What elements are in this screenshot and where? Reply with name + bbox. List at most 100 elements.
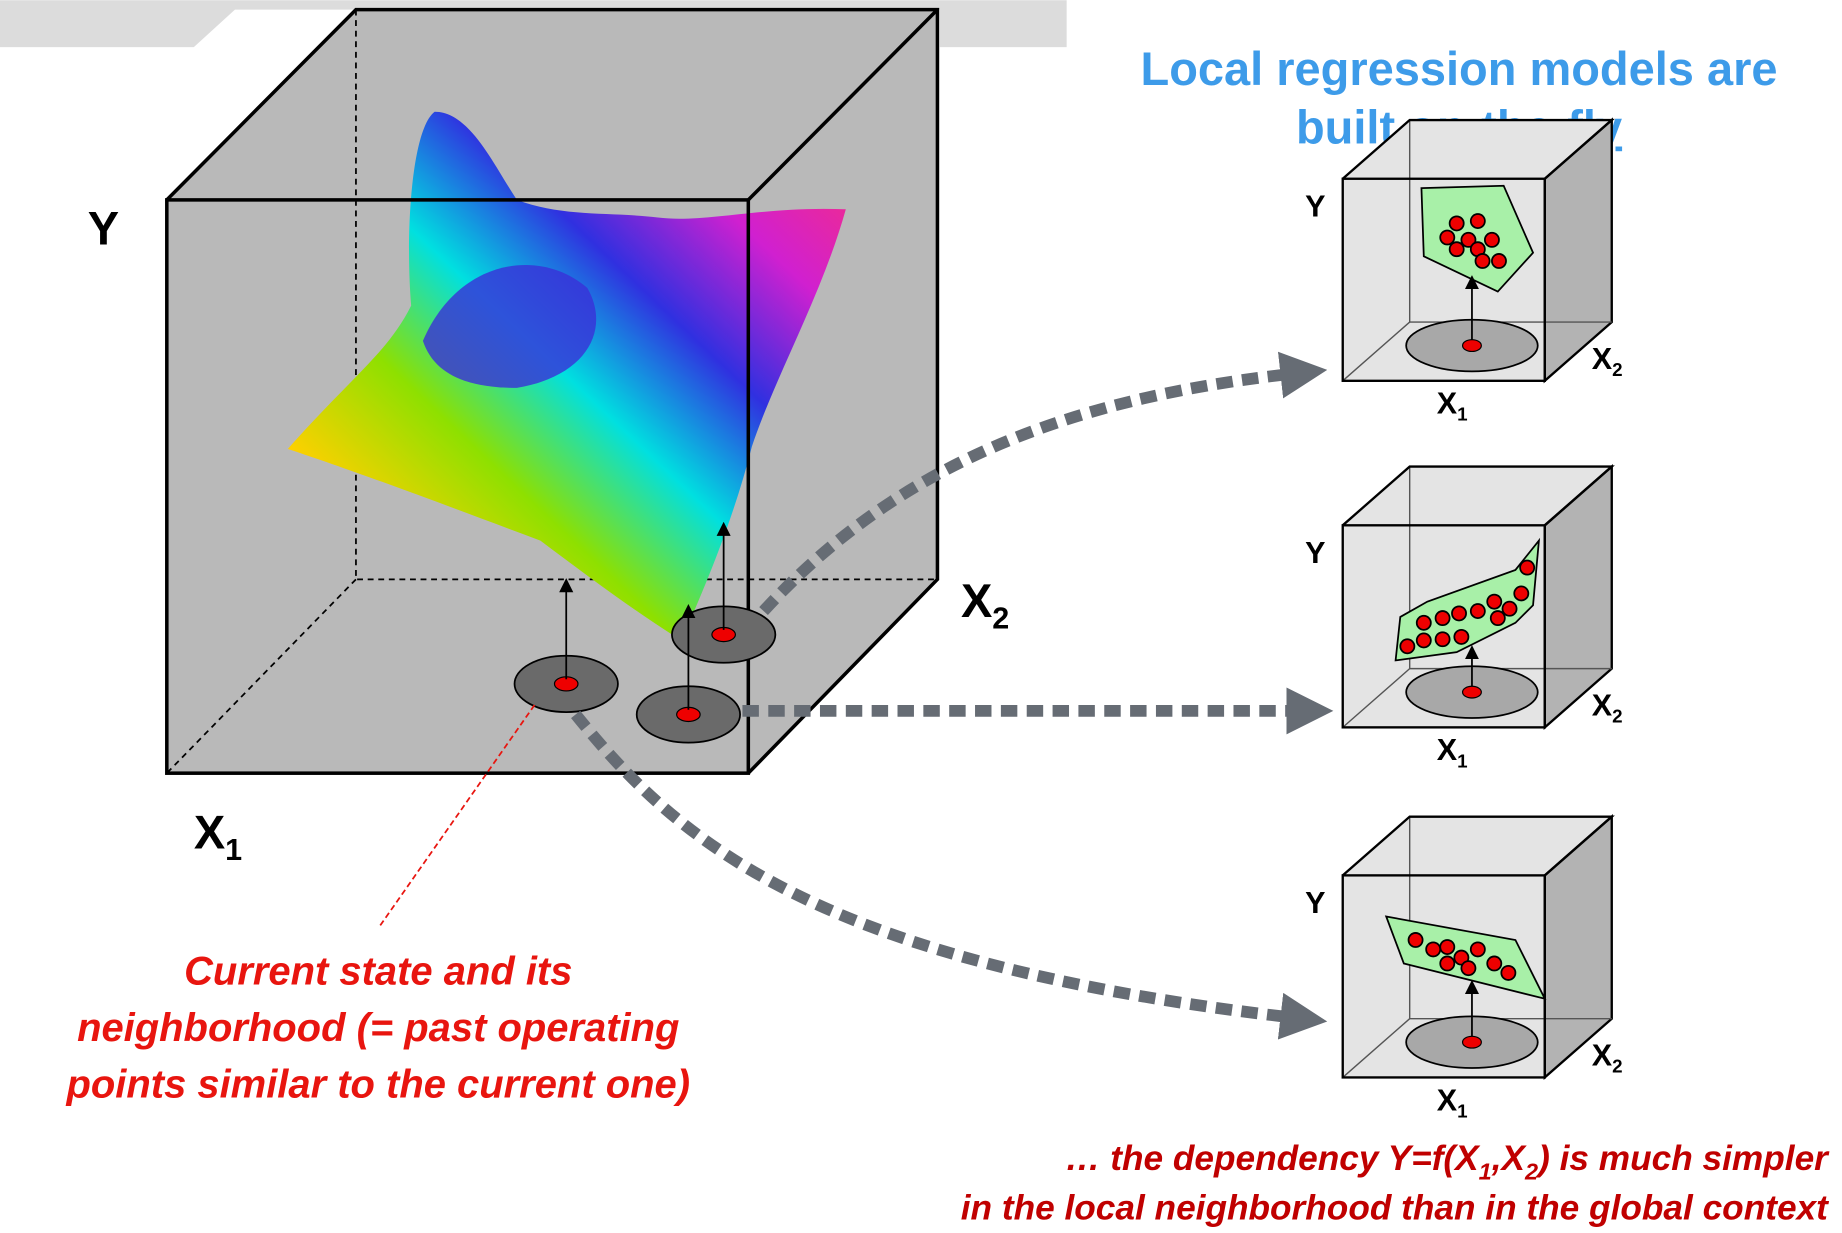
point xyxy=(1461,339,1482,353)
label-sub: 2 xyxy=(992,602,1009,636)
caption-sub: 1 xyxy=(1479,1159,1492,1185)
caption-sub: 2 xyxy=(1524,1159,1538,1185)
sample-point xyxy=(1407,932,1424,948)
sample-point xyxy=(1439,939,1456,955)
sample-point xyxy=(1399,638,1416,655)
label-sub: 1 xyxy=(1457,1100,1467,1121)
cube-edge xyxy=(1341,465,1615,527)
cube-front xyxy=(1341,524,1546,729)
annotation-line: Current state and its xyxy=(184,950,572,994)
sample-point xyxy=(1501,600,1518,617)
sample-point xyxy=(1453,628,1470,645)
label-base: X xyxy=(194,805,225,858)
label-sub: 1 xyxy=(1457,750,1467,771)
caption-line: in the local neighborhood than in the gl… xyxy=(961,1189,1829,1228)
cube-front xyxy=(165,198,751,775)
y-label: Y xyxy=(88,202,119,255)
sample-point xyxy=(1489,610,1506,627)
label-sub: 2 xyxy=(1612,359,1622,380)
sample-point xyxy=(1415,632,1432,649)
connector xyxy=(571,710,1328,1040)
label-base: X xyxy=(1592,342,1613,376)
sample-point xyxy=(1460,960,1477,977)
x1-label: X1 xyxy=(1437,1083,1468,1121)
sample-point xyxy=(1439,955,1456,972)
caption: … the dependency Y=f(X1,X2) is much simp… xyxy=(961,1139,1830,1227)
caption-text: ) is much simpler xyxy=(1534,1139,1830,1178)
sample-point xyxy=(1486,593,1503,610)
cube-edge xyxy=(1341,815,1615,877)
sample-point xyxy=(1486,955,1503,972)
y-label: Y xyxy=(1305,886,1325,920)
sample-point xyxy=(1434,610,1451,627)
caption-text: ,X xyxy=(1491,1139,1528,1178)
neighborhoods xyxy=(513,521,777,744)
label-sub: 2 xyxy=(1612,706,1622,727)
sample-point xyxy=(1415,614,1432,631)
caption-line: … the dependency Y=f(X1,X2) is much simp… xyxy=(1065,1139,1830,1184)
y-label: Y xyxy=(1305,536,1325,570)
point xyxy=(1461,1035,1482,1049)
cube-back xyxy=(1342,668,1411,728)
label-sub: 1 xyxy=(225,833,242,867)
sample-point xyxy=(1483,231,1500,248)
label-base: X xyxy=(1437,1083,1458,1117)
label-sub: 1 xyxy=(1457,404,1467,425)
connector xyxy=(759,351,1328,616)
hidden-edge xyxy=(355,9,938,581)
sample-point xyxy=(1474,253,1491,269)
label-base: X xyxy=(1437,733,1458,767)
x2-label: X2 xyxy=(1592,689,1623,727)
sample-point xyxy=(1448,215,1465,232)
cube-edge xyxy=(1341,118,1615,180)
cube-back xyxy=(1342,1018,1411,1078)
surface-peak xyxy=(422,264,597,388)
sample-point xyxy=(1439,229,1456,246)
sample-point xyxy=(1469,603,1486,619)
x1-label: X1 xyxy=(1437,387,1468,425)
annotation: Current state and its neighborhood (= pa… xyxy=(65,950,690,1107)
annotation-line: neighborhood (= past operating xyxy=(77,1006,679,1050)
sample-point xyxy=(1519,559,1536,576)
x2-label: X2 xyxy=(961,574,1009,636)
x1-label: X1 xyxy=(194,805,242,867)
sample-point xyxy=(1451,605,1467,622)
label-sub: 2 xyxy=(1612,1056,1622,1077)
sample-point xyxy=(1448,241,1465,258)
caption-text: … the dependency Y=f(X xyxy=(1065,1139,1481,1178)
x1-label: X1 xyxy=(1437,733,1468,771)
sample-point xyxy=(1491,253,1507,269)
cube-edge xyxy=(747,8,939,202)
sample-point xyxy=(1460,231,1477,248)
fit-patch xyxy=(1394,537,1541,662)
title-text: built xyxy=(1296,101,1395,154)
label-base: X xyxy=(1592,689,1613,723)
cube-front xyxy=(1341,874,1546,1079)
cube-back xyxy=(1342,321,1411,382)
sample-point xyxy=(1425,941,1442,958)
cube-front xyxy=(1341,177,1546,382)
main-cube: Y X1 X2 xyxy=(88,7,1009,867)
x2-label: X2 xyxy=(1592,1039,1623,1077)
annotation-pointer xyxy=(377,704,536,929)
sample-point xyxy=(1434,631,1451,648)
label-base: X xyxy=(961,574,992,627)
sample-point xyxy=(1469,941,1486,958)
point xyxy=(1461,685,1482,699)
label-base: X xyxy=(1592,1039,1613,1073)
sample-point xyxy=(1469,213,1486,229)
surface xyxy=(287,111,846,641)
connectors xyxy=(571,351,1334,1040)
label-base: X xyxy=(1437,387,1458,421)
sample-point xyxy=(1513,585,1530,602)
sample-point xyxy=(1500,964,1517,981)
hidden-edge xyxy=(166,578,357,774)
title-line: Local regression models are xyxy=(1141,42,1778,95)
y-label: Y xyxy=(1305,189,1325,223)
annotation-line: points similar to the current one) xyxy=(65,1062,690,1106)
